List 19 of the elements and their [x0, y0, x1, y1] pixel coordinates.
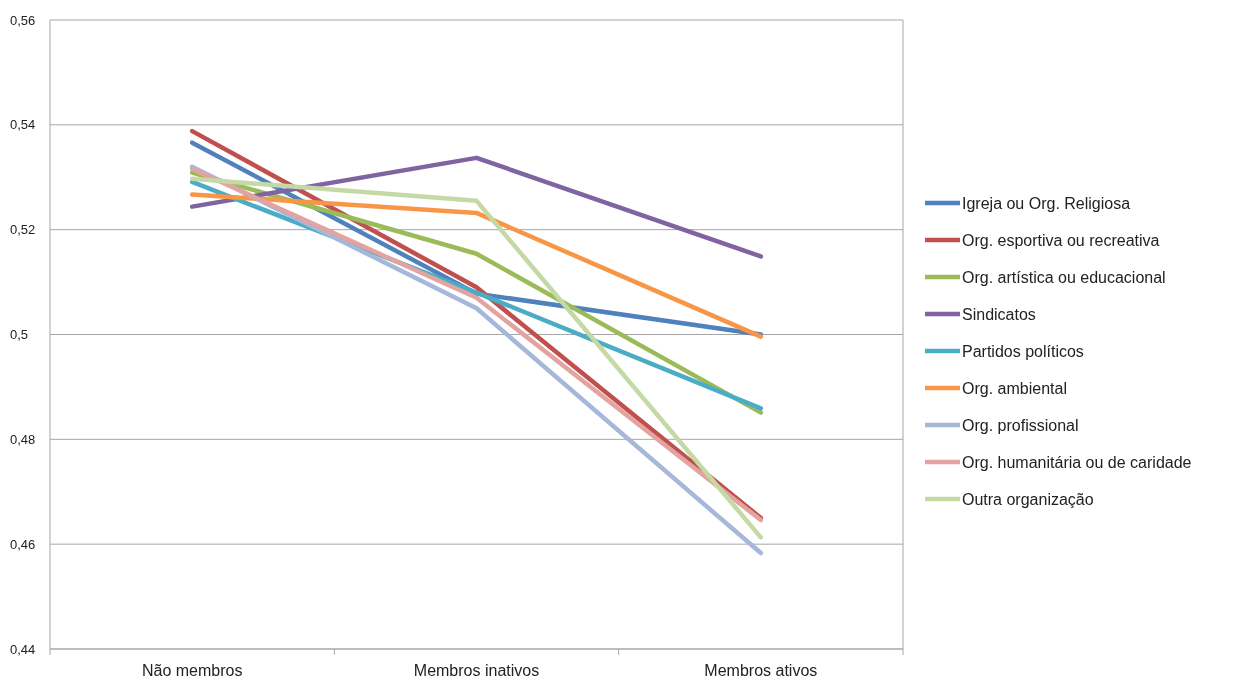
y-tick-label: 0,5: [10, 327, 29, 343]
y-tick-label: 0,44: [10, 641, 36, 657]
legend-label: Org. esportiva ou recreativa: [962, 231, 1160, 249]
x-tick-label: Membros ativos: [704, 662, 818, 679]
legend-label: Outra organização: [962, 490, 1094, 508]
legend-label: Org. humanitária ou de caridade: [962, 453, 1192, 471]
legend-label: Org. ambiental: [962, 379, 1067, 397]
legend-label: Sindicatos: [962, 305, 1036, 323]
legend-label: Org. artística ou educacional: [962, 268, 1166, 286]
y-tick-label: 0,46: [10, 536, 36, 552]
y-tick-label: 0,52: [10, 222, 36, 238]
y-tick-label: 0,56: [10, 12, 36, 28]
x-tick-label: Membros inativos: [413, 662, 540, 679]
x-tick-label: Não membros: [141, 662, 243, 679]
legend-label: Org. profissional: [962, 416, 1079, 434]
y-tick-label: 0,48: [10, 431, 36, 447]
legend-label: Partidos políticos: [962, 342, 1084, 360]
y-tick-label: 0,54: [10, 117, 36, 133]
legend-label: Igreja ou Org. Religiosa: [962, 194, 1131, 212]
